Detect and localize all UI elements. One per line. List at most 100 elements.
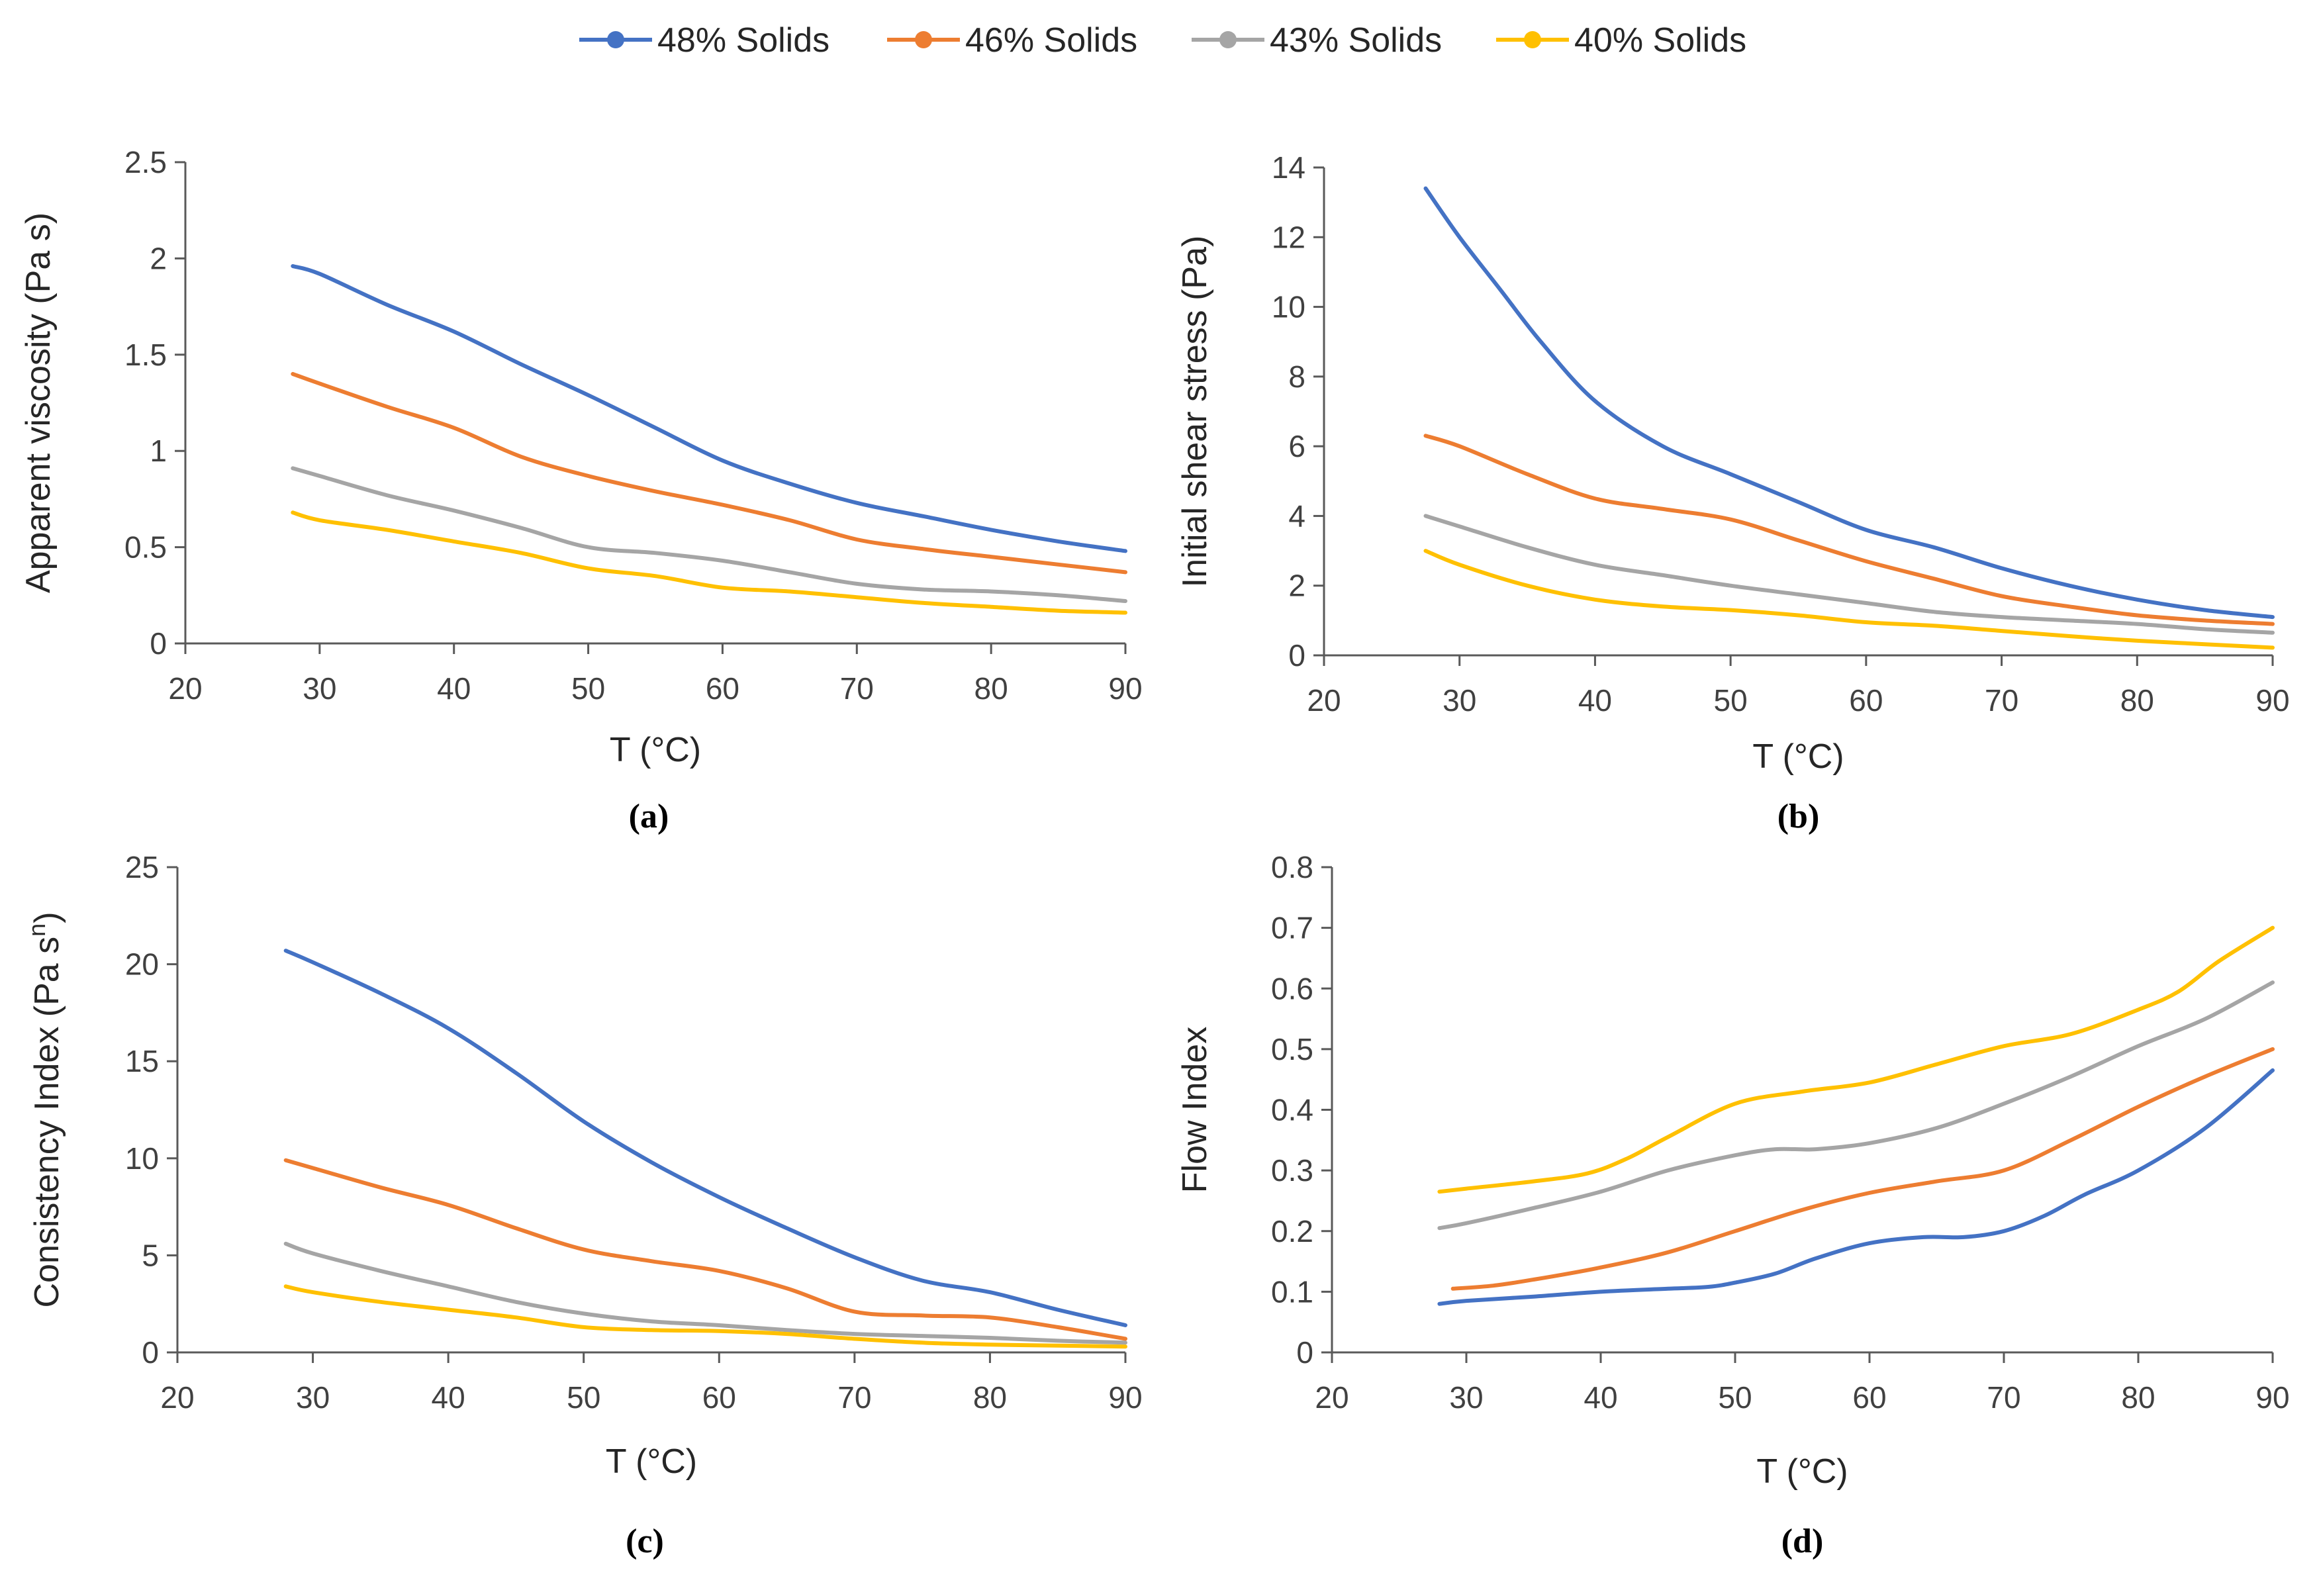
legend-label: 43% Solids — [1270, 21, 1442, 60]
y-tick-label: 0 — [1296, 1335, 1313, 1370]
panel-b-initial-shear-stress: 0 2 4 6 8 10 12 14 20 30 40 50 60 70 80 90 T (°C) Initial… — [1176, 150, 2290, 835]
x-tick-label: 50 — [1714, 683, 1748, 718]
x-axis-label: T (°C) — [610, 731, 701, 769]
y-tick-label: 10 — [1272, 290, 1305, 324]
y-tick-label: 0.6 — [1271, 971, 1313, 1006]
x-tick-label: 30 — [1443, 683, 1476, 718]
panel-label: (a) — [629, 798, 669, 835]
x-axis-label: T (°C) — [1752, 737, 1844, 776]
series-line-43-solids — [291, 466, 1127, 603]
y-tick-label: 0 — [1288, 638, 1305, 673]
panel-label: (b) — [1777, 798, 1820, 835]
x-tick-label: 80 — [974, 671, 1008, 706]
y-tick-label: 15 — [125, 1044, 159, 1078]
x-tick-label: 60 — [1852, 1380, 1886, 1415]
y-axis-label: Initial shear stress (Pa) — [1176, 236, 1214, 588]
series-line-48-solids — [1437, 1068, 2275, 1306]
panel-label: (c) — [626, 1523, 664, 1560]
x-tick-label: 80 — [973, 1380, 1007, 1415]
series-line-46-solids — [291, 371, 1127, 575]
y-tick-label: 4 — [1288, 498, 1305, 533]
legend: 48% Solids 46% Solids 43% Solids 40% Solids — [579, 21, 1746, 60]
x-tick-label: 90 — [1108, 1380, 1142, 1415]
y-tick-label: 10 — [125, 1141, 159, 1176]
x-tick-label: 70 — [1987, 1380, 2020, 1415]
y-tick-label: 1 — [150, 434, 167, 468]
series-line-40-solids — [1437, 925, 2275, 1194]
series-line-40-solids — [291, 510, 1127, 615]
y-tick-label: 8 — [1288, 359, 1305, 394]
y-tick-label: 0.5 — [124, 530, 167, 565]
y-tick-label: 2 — [150, 241, 167, 275]
x-tick-label: 40 — [432, 1380, 465, 1415]
legend-label: 48% Solids — [657, 21, 829, 60]
y-tick-label: 2.5 — [124, 145, 167, 179]
series-line-43-solids — [1423, 514, 2275, 635]
y-axis-label: Flow Index — [1176, 1027, 1214, 1193]
y-tick-label: 20 — [125, 947, 159, 982]
x-tick-label: 30 — [1449, 1380, 1483, 1415]
x-axis-label: T (°C) — [1756, 1452, 1848, 1491]
y-tick-label: 0.4 — [1271, 1093, 1313, 1127]
y-tick-label: 25 — [125, 850, 159, 884]
x-tick-label: 90 — [2255, 1380, 2289, 1415]
x-tick-label: 60 — [706, 671, 739, 706]
series-line-48-solids — [1423, 186, 2275, 620]
x-tick-label: 80 — [2120, 683, 2154, 718]
legend-label: 46% Solids — [965, 21, 1137, 60]
series-line-43-solids — [283, 1241, 1127, 1345]
series-line-40-solids — [283, 1284, 1127, 1349]
x-tick-label: 40 — [437, 671, 471, 706]
series-line-48-solids — [283, 949, 1127, 1327]
x-tick-label: 60 — [702, 1380, 736, 1415]
x-tick-label: 90 — [2255, 683, 2289, 718]
y-tick-label: 14 — [1272, 150, 1305, 185]
y-tick-label: 0.3 — [1271, 1153, 1313, 1188]
series-line-40-solids — [1423, 549, 2275, 650]
legend-item-s46: 46% Solids — [887, 21, 1137, 60]
x-tick-label: 20 — [160, 1380, 194, 1415]
y-tick-label: 0.5 — [1271, 1032, 1313, 1066]
x-tick-label: 70 — [837, 1380, 871, 1415]
panel-label: (d) — [1781, 1523, 1824, 1560]
y-tick-label: 0.1 — [1271, 1274, 1313, 1309]
x-tick-label: 90 — [1108, 671, 1142, 706]
x-tick-label: 30 — [296, 1380, 330, 1415]
legend-marker — [607, 31, 624, 48]
panel-c-consistency-index: 0 5 10 15 20 25 20 30 40 50 60 70 80 90 T (°C) Consiste… — [23, 850, 1143, 1560]
y-tick-label: 0.7 — [1271, 911, 1313, 945]
legend-item-s43: 43% Solids — [1192, 21, 1442, 60]
y-tick-label: 6 — [1288, 429, 1305, 463]
y-tick-label: 5 — [142, 1238, 159, 1272]
y-axis-label: Apparent viscosity (Pa s) — [19, 212, 58, 593]
x-tick-label: 50 — [1718, 1380, 1752, 1415]
series-line-48-solids — [291, 264, 1127, 553]
legend-item-s40: 40% Solids — [1496, 21, 1746, 60]
y-tick-label: 0.8 — [1271, 850, 1313, 884]
legend-marker — [1219, 31, 1237, 48]
legend-marker — [915, 31, 932, 48]
panel-a-apparent-viscosity: 0 0.5 1 1.5 2 2.5 20 30 40 50 60 70 80 90 T (°C) Appare… — [19, 145, 1143, 835]
x-tick-label: 40 — [1584, 1380, 1617, 1415]
y-tick-label: 0 — [142, 1335, 159, 1370]
series-line-46-solids — [283, 1158, 1127, 1341]
x-tick-label: 20 — [168, 671, 202, 706]
y-tick-label: 0 — [150, 626, 167, 661]
legend-marker — [1524, 31, 1541, 48]
x-tick-label: 50 — [567, 1380, 600, 1415]
legend-label: 40% Solids — [1574, 21, 1746, 60]
legend-item-s48: 48% Solids — [579, 21, 829, 60]
x-tick-label: 60 — [1849, 683, 1883, 718]
x-tick-label: 70 — [1985, 683, 2018, 718]
y-axis-label: Consistency Index (Pa sn) — [23, 912, 67, 1307]
x-tick-label: 20 — [1307, 683, 1341, 718]
x-tick-label: 40 — [1578, 683, 1612, 718]
panel-d-flow-index: 0 0.1 0.2 0.3 0.4 0.5 0.6 0.7 0.8 20 30 40 50 60 70 80 9… — [1176, 850, 2290, 1560]
series-line-43-solids — [1437, 980, 2275, 1231]
x-tick-label: 20 — [1315, 1380, 1349, 1415]
y-tick-label: 2 — [1288, 569, 1305, 603]
x-tick-label: 70 — [840, 671, 874, 706]
series-line-46-solids — [1423, 434, 2275, 626]
x-tick-label: 80 — [2121, 1380, 2155, 1415]
x-axis-label: T (°C) — [606, 1442, 697, 1481]
